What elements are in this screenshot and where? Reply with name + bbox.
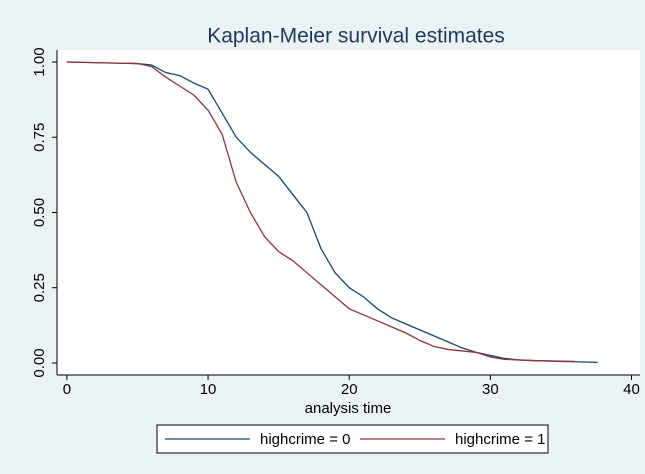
chart-title: Kaplan-Meier survival estimates (207, 25, 505, 48)
y-tick-label: 0.25 (31, 273, 48, 302)
x-tick-label: 10 (200, 381, 217, 398)
legend-label: highcrime = 1 (455, 431, 545, 448)
x-tick-label: 30 (482, 381, 499, 398)
x-tick-label: 20 (341, 381, 358, 398)
y-tick-label: 0.00 (31, 348, 48, 377)
survival-line (66, 61, 598, 364)
y-tick-label: 0.75 (31, 123, 48, 152)
survival-line (66, 61, 576, 363)
x-tick-label: 0 (63, 381, 71, 398)
x-axis-label: analysis time (305, 400, 392, 417)
x-tick-label: 40 (623, 381, 640, 398)
y-tick-label: 1.00 (31, 47, 48, 76)
legend-label: highcrime = 0 (260, 431, 350, 448)
plot-area (57, 50, 640, 375)
y-tick-label: 0.50 (31, 198, 48, 227)
